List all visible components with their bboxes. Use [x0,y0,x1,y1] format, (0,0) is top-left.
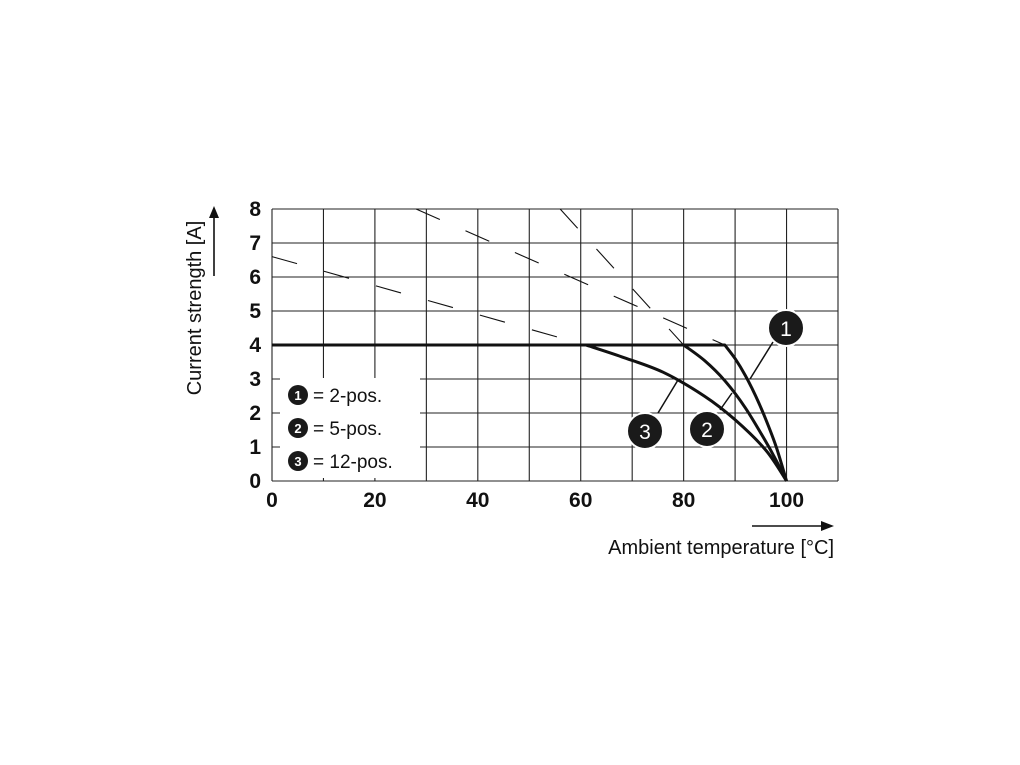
x-axis-arrowhead-icon [821,521,834,531]
legend: 1 = 2-pos. 2 = 5-pos. 3 = 12-pos. [280,378,420,478]
y-tick-label: 3 [249,368,261,391]
tick-labels: 0 20 40 60 80 100 0 1 2 3 4 5 6 7 8 [249,198,804,512]
callout-badge-1-number: 1 [780,318,792,341]
legend-label-1: = 2-pos. [313,386,382,407]
y-axis-title-group: Current strength [A] [184,206,219,395]
y-tick-label: 4 [249,334,261,357]
callout-leader-3 [657,379,679,414]
x-tick-label: 0 [266,489,278,512]
callout-badge-3-number: 3 [639,421,651,444]
y-axis-arrowhead-icon [209,206,219,218]
callout-badge-3-icon [626,412,664,450]
legend-marker-2-number: 2 [294,421,301,436]
callout-leader-2 [719,392,733,411]
dashed-line-1 [415,208,726,346]
y-tick-label: 0 [249,470,261,493]
x-axis-title-group: Ambient temperature [°C] [608,521,834,559]
legend-item-1: 1 = 2-pos. [288,385,382,407]
legend-marker-1-icon [288,385,308,405]
legend-item-3: 3 = 12-pos. [288,451,393,473]
x-tick-label: 20 [363,489,386,512]
legend-label-3: = 12-pos. [313,452,393,473]
y-tick-label: 1 [249,436,261,459]
x-axis-label: Ambient temperature [°C] [608,537,834,559]
x-tick-label: 80 [672,489,695,512]
callout-leader-1 [749,341,774,380]
curve-callouts: 1 2 3 [626,309,805,450]
series-line-1 [272,343,788,482]
callout-badge-1-icon [767,309,805,347]
callout-badge-2-icon [688,410,726,448]
y-tick-label: 6 [249,266,261,289]
dashed-line-3 [271,256,587,346]
y-tick-label: 8 [249,198,261,221]
legend-marker-3-number: 3 [294,454,301,469]
series-line-2 [272,343,788,482]
legend-marker-1-number: 1 [294,388,301,403]
legend-marker-2-icon [288,418,308,438]
legend-item-2: 2 = 5-pos. [288,418,382,440]
y-tick-label: 7 [249,232,261,255]
y-tick-label: 5 [249,300,261,323]
legend-label-2: = 5-pos. [313,419,382,440]
x-tick-label: 100 [769,489,804,512]
x-tick-label: 60 [569,489,592,512]
derating-dashed-lines [271,208,726,346]
legend-marker-3-icon [288,451,308,471]
callout-badge-2-number: 2 [701,419,713,442]
y-axis-label: Current strength [A] [184,221,206,396]
series-lines [272,343,788,482]
y-tick-label: 2 [249,402,261,425]
series-line-3 [272,343,788,482]
x-tick-label: 40 [466,489,489,512]
